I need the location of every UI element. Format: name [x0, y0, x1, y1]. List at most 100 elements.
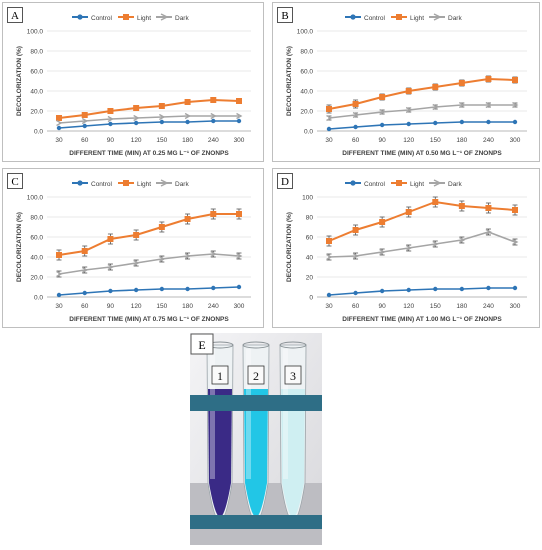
series-line-control [58, 120, 239, 129]
series-control [326, 119, 518, 132]
y-tick-label: 80 [306, 215, 314, 222]
legend-marker-control [77, 180, 83, 186]
y-tick-label: 20 [306, 275, 314, 282]
data-point-dark [107, 115, 114, 123]
chart-panel-d: Control Light Dark 0 20 40 60 80 100 30 60 90 120 150… [272, 168, 540, 328]
rack-top-bar [190, 395, 322, 411]
chart-c: Control Light Dark 0.0 20.0 40.0 60.0 80.0 100.0… [16, 179, 251, 323]
data-point-light [405, 209, 412, 215]
data-point-dark [485, 101, 492, 109]
panel-label-a: A [7, 7, 23, 23]
y-tick-label: 60.0 [30, 69, 43, 76]
chart-a: Control Light Dark 0.0 20.0 40.0 60.0 80.0 100.0… [16, 13, 251, 157]
legend-marker-light [396, 14, 402, 20]
series-line-dark [58, 115, 239, 124]
x-tick-label: 150 [156, 137, 167, 144]
test-tube-illustration: 1 2 3 E [190, 333, 322, 545]
x-tick-label: 120 [131, 137, 142, 144]
chart-b: Control Light Dark 0.0 20.0 40.0 60.0 80.0 100.0… [286, 13, 527, 157]
data-point-dark [459, 236, 466, 244]
data-point-control [159, 286, 165, 292]
data-point-control [406, 287, 411, 293]
data-point-dark [236, 252, 243, 260]
data-point-control [486, 285, 491, 291]
data-point-control [56, 125, 62, 131]
data-point-control [108, 121, 113, 127]
data-point-light [210, 97, 217, 103]
data-point-dark [184, 252, 192, 260]
data-point-light [81, 112, 88, 118]
tube-rim-3 [279, 341, 307, 349]
data-point-light [405, 88, 412, 94]
data-point-control [133, 120, 139, 126]
y-tick-label: 40.0 [300, 89, 313, 96]
series-light [326, 75, 518, 114]
data-point-control [433, 120, 438, 126]
x-tick-label: 180 [182, 137, 193, 144]
x-tick-label: 240 [208, 137, 219, 144]
y-tick-label: 60.0 [30, 235, 43, 242]
tube-highlight-1 [210, 349, 215, 479]
data-point-control [326, 126, 332, 132]
chart-panel-b: Control Light Dark 0.0 20.0 40.0 60.0 80.0 100.0… [272, 2, 540, 162]
y-tick-label: 80.0 [300, 49, 313, 56]
series-line-light [58, 98, 240, 119]
data-point-dark [432, 240, 439, 248]
data-point-control [236, 284, 242, 290]
legend-label-light: Light [137, 181, 151, 188]
y-axis-label: DECOLORIZATION (%) [286, 212, 293, 282]
x-tick-label: 60 [352, 137, 360, 144]
y-tick-label: 20.0 [30, 109, 43, 116]
x-tick-label: 120 [403, 303, 414, 310]
test-tube-photo: 1 2 3 E [190, 333, 322, 545]
y-tick-label: 100.0 [297, 29, 314, 36]
data-point-dark [133, 114, 140, 122]
legend-label-dark: Dark [175, 15, 189, 22]
data-point-control [459, 119, 465, 125]
data-point-control [159, 119, 165, 125]
x-tick-label: 30 [325, 303, 333, 310]
data-point-light [352, 101, 359, 107]
x-axis-label: DIFFERENT TIME (MIN) AT 1.00 MG L⁻¹ OF Z… [342, 316, 502, 323]
data-point-dark [236, 112, 243, 120]
data-point-control [211, 118, 216, 124]
series-dark [326, 228, 519, 261]
panel-label-c: C [7, 173, 23, 189]
data-point-control [326, 292, 332, 298]
y-axis-label: DECOLORIZATION (%) [286, 46, 293, 116]
x-tick-label: 30 [55, 303, 63, 310]
x-tick-label: 90 [379, 303, 387, 310]
data-point-light [485, 76, 492, 82]
x-tick-label: 240 [208, 303, 219, 310]
x-tick-label: 60 [81, 137, 89, 144]
x-axis-label: DIFFERENT TIME (MIN) AT 0.75 MG L⁻¹ OF Z… [69, 316, 229, 323]
y-tick-label: 40 [306, 255, 314, 262]
data-point-control [379, 122, 385, 128]
x-tick-label: 60 [352, 303, 360, 310]
x-tick-label: 150 [156, 303, 167, 310]
data-point-control [236, 118, 242, 124]
data-point-dark [184, 112, 192, 120]
series-line-control [328, 287, 515, 296]
tube-rim-2 [242, 341, 270, 349]
legend-marker-control [77, 14, 83, 20]
data-point-light [107, 108, 114, 114]
x-tick-label: 60 [81, 303, 89, 310]
chart-d: Control Light Dark 0 20 40 60 80 100 30 60 90 120 150… [286, 179, 527, 323]
data-point-light [326, 106, 332, 112]
x-axis-label: DIFFERENT TIME (MIN) AT 0.25 MG L⁻¹ OF Z… [69, 150, 229, 157]
data-point-dark [405, 244, 413, 252]
tube-number-box-2 [247, 365, 265, 385]
rack-bottom-bar [190, 515, 322, 529]
data-point-light [432, 84, 439, 90]
data-point-light [158, 224, 165, 230]
data-point-light [56, 115, 62, 121]
data-point-light [81, 248, 88, 254]
legend-marker-dark [160, 179, 169, 187]
data-point-control [211, 285, 216, 291]
y-axis-label: DECOLORIZATION (%) [16, 212, 23, 282]
series-light [326, 196, 518, 247]
data-point-dark [352, 252, 360, 260]
data-point-light [379, 94, 386, 100]
x-tick-label: 240 [483, 303, 494, 310]
